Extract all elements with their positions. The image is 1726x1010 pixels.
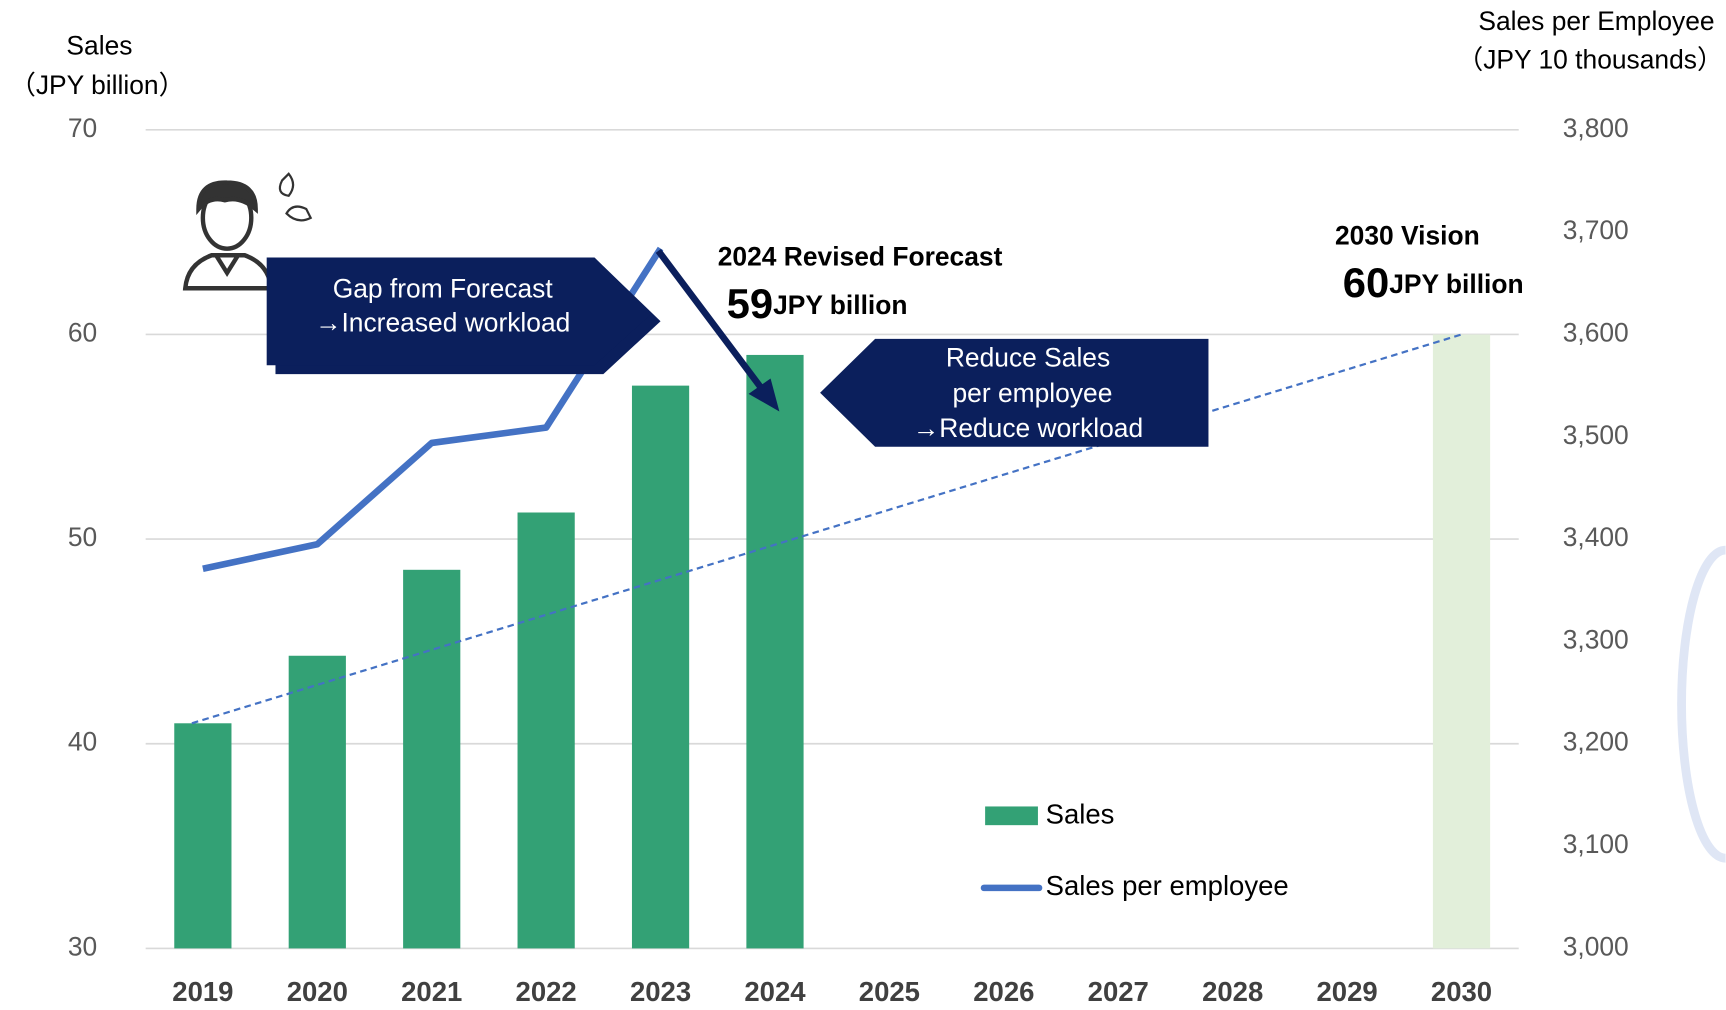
annotation-unit: JPY billion [1389, 269, 1523, 299]
x-tick-label: 2028 [1202, 976, 1263, 1007]
annotation-number: 60 [1343, 259, 1390, 306]
decoration-arc [1682, 550, 1726, 858]
callout-text: →Reduce workload [913, 413, 1143, 443]
x-tick-label: 2025 [859, 976, 920, 1007]
y2-tick-label: 3,000 [1563, 931, 1629, 961]
y2-tick-label: 3,500 [1563, 420, 1629, 450]
y-tick-label: 70 [68, 113, 97, 143]
bar [289, 656, 346, 949]
y2-tick-label: 3,800 [1563, 113, 1629, 143]
x-tick-label: 2030 [1431, 976, 1492, 1007]
x-tick-label: 2022 [516, 976, 577, 1007]
y-axis-label: Sales [66, 30, 132, 60]
legend-label: Sales [1046, 799, 1115, 830]
y2-tick-label: 3,600 [1563, 317, 1629, 347]
bar [632, 386, 689, 949]
x-tick-label: 2026 [973, 976, 1034, 1007]
y2-tick-label: 3,300 [1563, 624, 1629, 654]
annotation-number: 59 [727, 280, 774, 327]
annotation-title: 2024 Revised Forecast [718, 242, 1003, 272]
chart: Sales （JPY billion） Sales per Employee （… [0, 0, 1726, 1010]
y-tick-label: 50 [68, 522, 97, 552]
legend-label: Sales per employee [1046, 870, 1289, 901]
y-tick-label: 60 [68, 317, 97, 347]
bar [403, 570, 460, 949]
y2-axis-label: （JPY 10 thousands） [1457, 45, 1724, 75]
bar [174, 723, 231, 948]
bar [518, 513, 575, 949]
y2-tick-label: 3,100 [1563, 829, 1629, 859]
annotation-title: 2030 Vision [1335, 221, 1480, 251]
x-tick-label: 2027 [1088, 976, 1149, 1007]
bar [746, 355, 803, 948]
callout-text: →Increased workload [315, 308, 570, 338]
callout-text: per employee [952, 378, 1112, 408]
annotation-unit: JPY billion [773, 290, 907, 320]
x-tick-label: 2019 [172, 976, 233, 1007]
callout-text: Reduce Sales [946, 343, 1110, 373]
x-tick-label: 2029 [1317, 976, 1378, 1007]
legend-swatch [985, 806, 1038, 825]
y2-tick-label: 3,700 [1563, 215, 1629, 245]
annotation-value: 60JPY billion [1343, 259, 1524, 306]
y2-axis-label: Sales per Employee [1478, 6, 1714, 36]
x-tick-label: 2021 [401, 976, 462, 1007]
x-tick-label: 2020 [287, 976, 348, 1007]
y-axis-label: （JPY billion） [9, 70, 185, 100]
callout-text: Gap from Forecast [333, 273, 554, 303]
y2-tick-label: 3,400 [1563, 522, 1629, 552]
x-tick-label: 2023 [630, 976, 691, 1007]
annotation-value: 59JPY billion [727, 280, 908, 327]
y-tick-label: 30 [68, 931, 97, 961]
y-tick-label: 40 [68, 727, 97, 757]
y2-tick-label: 3,200 [1563, 727, 1629, 757]
x-tick-label: 2024 [744, 976, 806, 1007]
bar [1433, 334, 1490, 948]
